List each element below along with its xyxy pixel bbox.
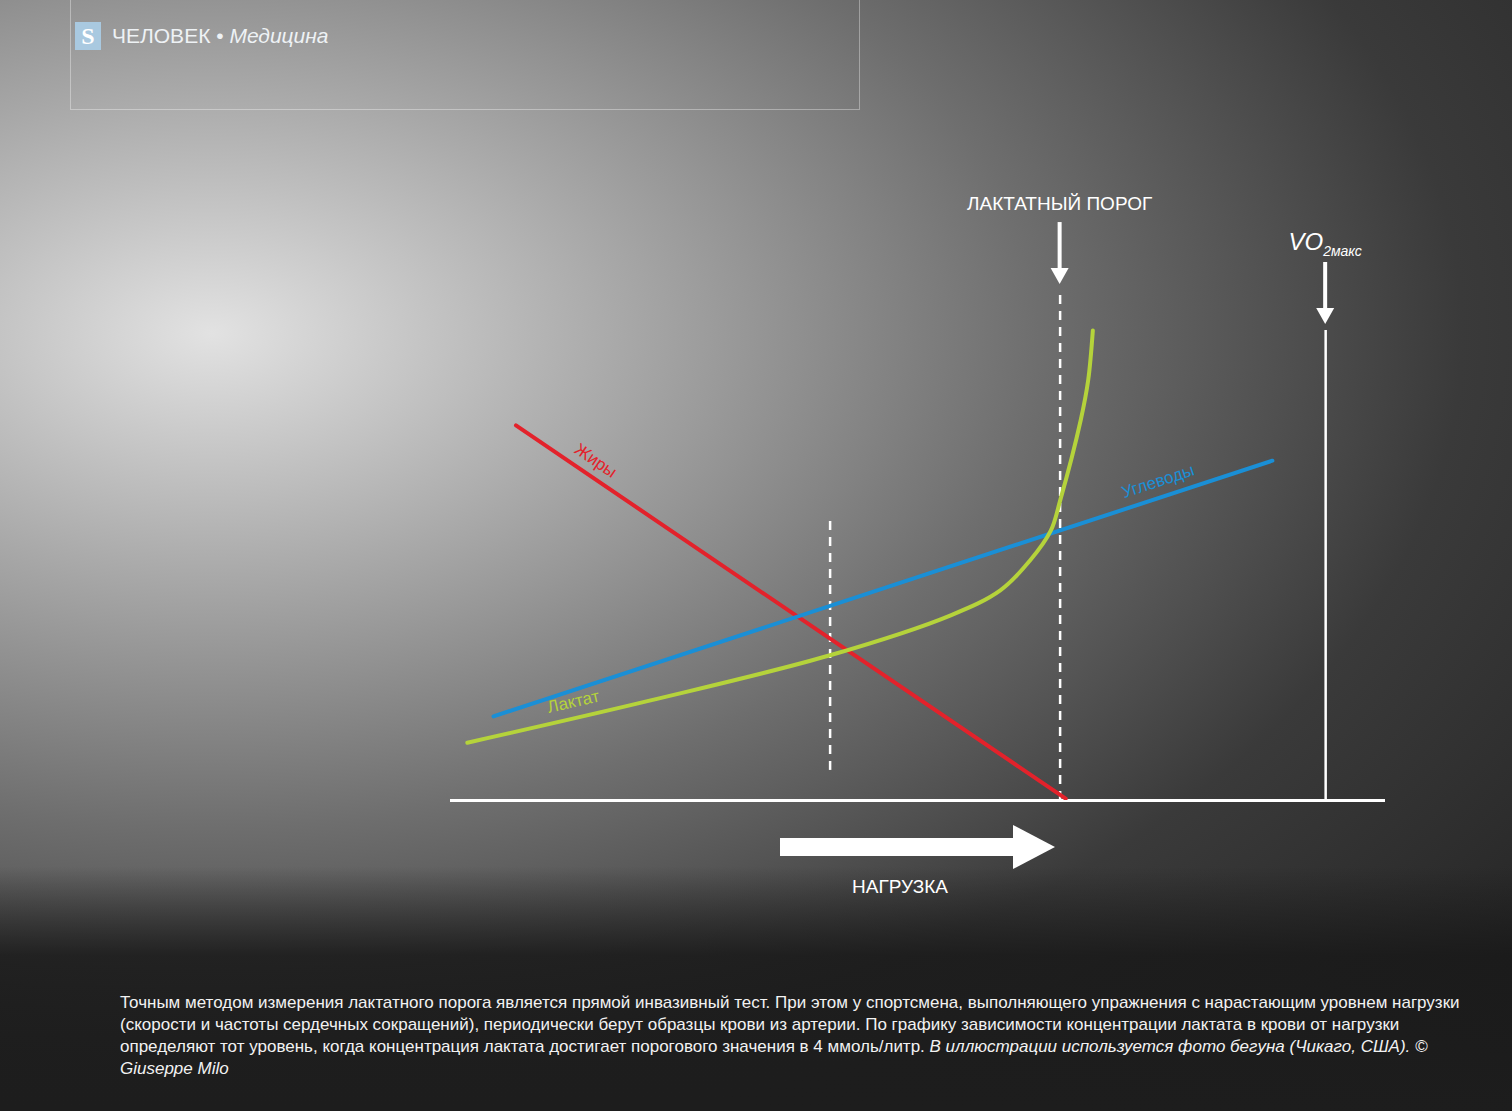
html-text:ЧЕЛОВЕК • Медицина: ЧЕЛОВЕК • Медицина — [112, 24, 329, 47]
svg-text:НАГРУЗКА: НАГРУЗКА — [852, 876, 948, 897]
svg-text:Лактат: Лактат — [545, 686, 601, 716]
svg-text:Жиры: Жиры — [571, 440, 620, 482]
html-text:Точным методом измерения лакта: Точным методом измерения лактатного поро… — [120, 993, 1460, 1078]
svg-text:Углеводы: Углеводы — [1119, 460, 1196, 502]
svg-text:ЛАКТАТНЫЙ ПОРОГ: ЛАКТАТНЫЙ ПОРОГ — [967, 193, 1152, 214]
html-text:S: S — [81, 23, 95, 49]
svg-text:VO2макс: VO2макс — [1289, 228, 1362, 259]
